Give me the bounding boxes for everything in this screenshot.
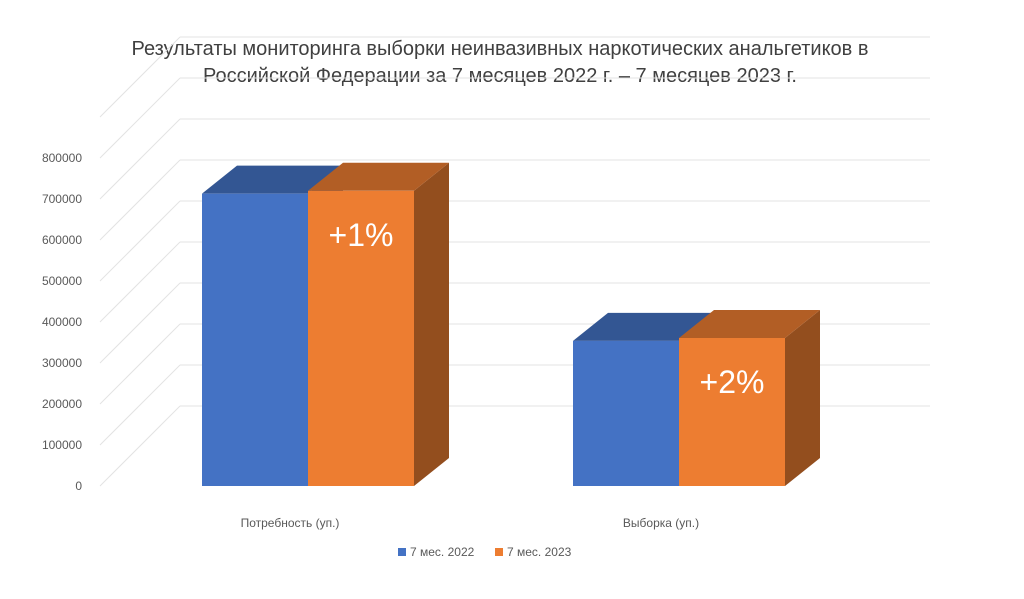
legend-label: 7 мес. 2023 — [507, 545, 572, 559]
chart-title-line-1: Результаты мониторинга выборки неинвазив… — [131, 38, 869, 60]
gridline-diagonal — [99, 405, 181, 487]
bar — [573, 340, 679, 486]
gridline-diagonal — [99, 200, 181, 282]
x-category-label: Выборка (уп.) — [623, 516, 699, 530]
gridline-diagonal — [99, 77, 181, 159]
legend-swatch — [495, 548, 503, 556]
bar-top — [202, 165, 343, 194]
bar-side — [785, 309, 820, 486]
y-tick-label: 800000 — [42, 151, 82, 165]
chart-title-line-2: Российской Федерации за 7 месяцев 2022 г… — [203, 65, 797, 87]
gridline-diagonal — [99, 36, 181, 118]
y-tick-label: 100000 — [42, 438, 82, 452]
y-tick-label: 700000 — [42, 192, 82, 206]
gridline-diagonal — [99, 118, 181, 200]
bar-top — [679, 309, 820, 338]
bar-annotation: +2% — [700, 364, 765, 400]
gridline-diagonal — [99, 159, 181, 241]
y-tick-label: 200000 — [42, 397, 82, 411]
y-tick-label: 400000 — [42, 315, 82, 329]
x-category-label: Потребность (уп.) — [241, 516, 340, 530]
y-tick-label: 300000 — [42, 356, 82, 370]
gridline-diagonal — [99, 241, 181, 323]
gridline-diagonal — [99, 364, 181, 446]
bar — [308, 190, 414, 487]
chart-title: Результаты мониторинга выборки неинвазив… — [0, 36, 1000, 90]
y-tick-label: 600000 — [42, 233, 82, 247]
gridline-diagonal — [99, 282, 181, 364]
legend-label: 7 мес. 2022 — [410, 545, 475, 559]
bar — [679, 337, 785, 486]
bar-annotation: +1% — [329, 217, 394, 253]
bar-top — [573, 312, 714, 341]
gridline-diagonal — [99, 323, 181, 405]
bar-top — [308, 162, 449, 191]
y-tick-label: 500000 — [42, 274, 82, 288]
legend-swatch — [398, 548, 406, 556]
y-tick-label: 0 — [75, 479, 82, 493]
bar — [202, 193, 308, 487]
bar-side — [414, 162, 449, 487]
